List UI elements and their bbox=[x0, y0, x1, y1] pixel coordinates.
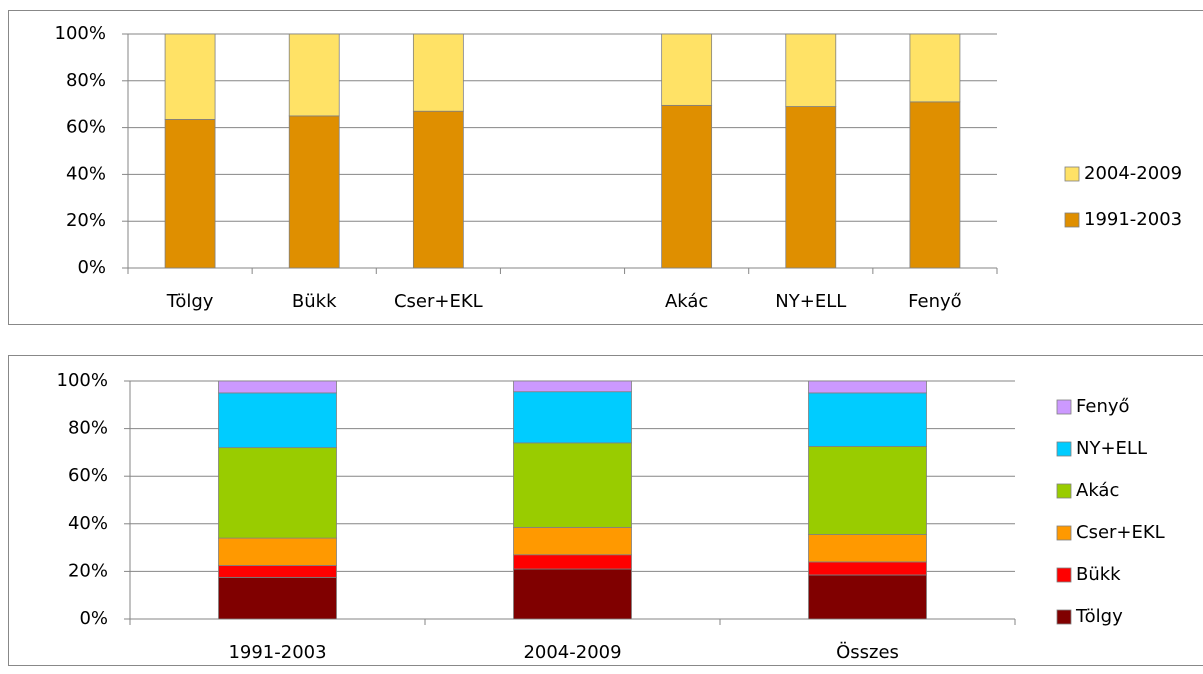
y-tick-label: 60% bbox=[66, 117, 106, 138]
bar-segment bbox=[809, 562, 927, 575]
legend-label: Cser+EKL bbox=[1076, 522, 1165, 543]
bar-segment bbox=[219, 577, 337, 619]
y-tick-label: 40% bbox=[66, 163, 106, 184]
x-tick-label: Akác bbox=[665, 291, 708, 312]
legend-label: 1991-2003 bbox=[1084, 209, 1182, 230]
bar-segment bbox=[165, 34, 215, 119]
legend-label: Tölgy bbox=[1075, 606, 1123, 627]
bar-segment bbox=[809, 575, 927, 619]
bar-segment bbox=[514, 527, 632, 554]
legend-swatch bbox=[1057, 568, 1071, 582]
bar-segment bbox=[662, 105, 712, 268]
bar-segment bbox=[809, 393, 927, 447]
x-tick-label: NY+ELL bbox=[775, 291, 846, 312]
bar-segment bbox=[219, 448, 337, 538]
x-tick-label: Cser+EKL bbox=[394, 291, 483, 312]
bar-segment bbox=[786, 34, 836, 107]
bar-segment bbox=[219, 565, 337, 577]
y-tick-label: 100% bbox=[57, 370, 108, 391]
bar-segment bbox=[289, 34, 339, 116]
x-tick-label: Tölgy bbox=[166, 291, 214, 312]
x-tick-label: 1991-2003 bbox=[228, 642, 326, 663]
bar-segment bbox=[413, 34, 463, 111]
bar-segment bbox=[514, 381, 632, 392]
y-tick-label: 80% bbox=[68, 418, 108, 439]
legend-swatch bbox=[1065, 213, 1079, 227]
bar-segment bbox=[219, 538, 337, 565]
x-tick-label: Fenyő bbox=[908, 291, 962, 312]
y-tick-label: 60% bbox=[68, 465, 108, 486]
bar-segment bbox=[809, 381, 927, 393]
y-tick-label: 80% bbox=[66, 70, 106, 91]
legend-label: Fenyő bbox=[1076, 396, 1130, 417]
bar-segment bbox=[809, 446, 927, 534]
bar-segment bbox=[514, 392, 632, 443]
bar-segment bbox=[413, 111, 463, 268]
y-tick-label: 0% bbox=[79, 608, 108, 629]
y-tick-label: 0% bbox=[77, 257, 106, 278]
bar-segment bbox=[910, 34, 960, 102]
bar-segment bbox=[910, 102, 960, 268]
bar-segment bbox=[514, 443, 632, 527]
legend-label: Akác bbox=[1076, 480, 1119, 501]
bar-segment bbox=[786, 107, 836, 268]
bar-segment bbox=[514, 555, 632, 569]
bar-segment bbox=[514, 569, 632, 619]
x-tick-label: Bükk bbox=[292, 291, 337, 312]
y-tick-label: 20% bbox=[68, 560, 108, 581]
y-tick-label: 100% bbox=[55, 23, 106, 44]
legend-swatch bbox=[1057, 484, 1071, 498]
legend-swatch bbox=[1057, 400, 1071, 414]
legend-swatch bbox=[1057, 442, 1071, 456]
y-tick-label: 20% bbox=[66, 210, 106, 231]
x-tick-label: Összes bbox=[836, 641, 899, 663]
bar-segment bbox=[662, 34, 712, 105]
bar-segment bbox=[289, 116, 339, 268]
y-tick-label: 40% bbox=[68, 513, 108, 534]
bar-segment bbox=[809, 535, 927, 562]
legend-swatch bbox=[1057, 526, 1071, 540]
legend-label: NY+ELL bbox=[1076, 438, 1147, 459]
legend-label: Bükk bbox=[1076, 564, 1121, 585]
legend-swatch bbox=[1065, 167, 1079, 181]
x-tick-label: 2004-2009 bbox=[523, 642, 621, 663]
bar-segment bbox=[219, 393, 337, 448]
legend-swatch bbox=[1057, 610, 1071, 624]
legend-label: 2004-2009 bbox=[1084, 163, 1182, 184]
bar-segment bbox=[219, 381, 337, 393]
bar-segment bbox=[165, 119, 215, 268]
